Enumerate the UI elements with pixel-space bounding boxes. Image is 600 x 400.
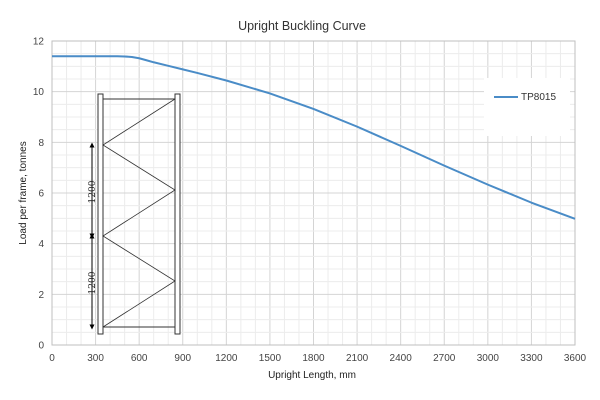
x-tick-label: 1800 [302, 353, 325, 364]
series-line-tp8015 [52, 55, 576, 220]
y-axis-label: Load per frame, tonnes [18, 141, 29, 244]
frame-upright-left [97, 93, 104, 335]
y-tick-label: 0 [38, 341, 44, 352]
y-tick-label: 12 [33, 37, 45, 48]
frame-upright-right [174, 93, 181, 335]
x-tick-label: 2700 [433, 353, 456, 364]
x-tick-label: 900 [174, 353, 191, 364]
y-tick-label: 6 [38, 189, 44, 200]
x-tick-label: 3600 [564, 353, 587, 364]
chart-title: Upright Buckling Curve [238, 19, 366, 33]
plot-area-border [51, 40, 576, 346]
legend-label-tp8015: TP8015 [521, 92, 556, 103]
series-layer [52, 55, 576, 220]
x-tick-label: 2400 [390, 353, 413, 364]
x-tick-labels: 0 300 600 900 1200 1500 1800 2100 2400 2700 3000 33… [49, 353, 586, 364]
x-tick-label: 2100 [346, 353, 369, 364]
y-tick-label: 2 [38, 290, 44, 301]
x-axis-label: Upright Length, mm [268, 370, 356, 381]
chart-legend: TP8015 [484, 78, 570, 136]
x-tick-label: 600 [131, 353, 148, 364]
upright-frame-diagram: 1200 1200 [88, 93, 181, 335]
frame-diagonal-bracing [102, 98, 176, 328]
y-tick-label: 4 [38, 239, 44, 250]
dimension-label-upper: 1200 [88, 180, 98, 203]
legend-box [484, 78, 570, 136]
x-tick-label: 3300 [520, 353, 543, 364]
x-tick-label: 300 [87, 353, 104, 364]
y-tick-labels: 0 2 4 6 8 10 12 [33, 37, 45, 352]
x-tick-label: 1200 [215, 353, 238, 364]
dimension-label-lower: 1200 [88, 271, 98, 294]
x-tick-label: 0 [49, 353, 55, 364]
y-tick-label: 10 [33, 87, 45, 98]
x-tick-label: 1500 [259, 353, 282, 364]
y-tick-label: 8 [38, 138, 44, 149]
x-tick-label: 3000 [477, 353, 500, 364]
